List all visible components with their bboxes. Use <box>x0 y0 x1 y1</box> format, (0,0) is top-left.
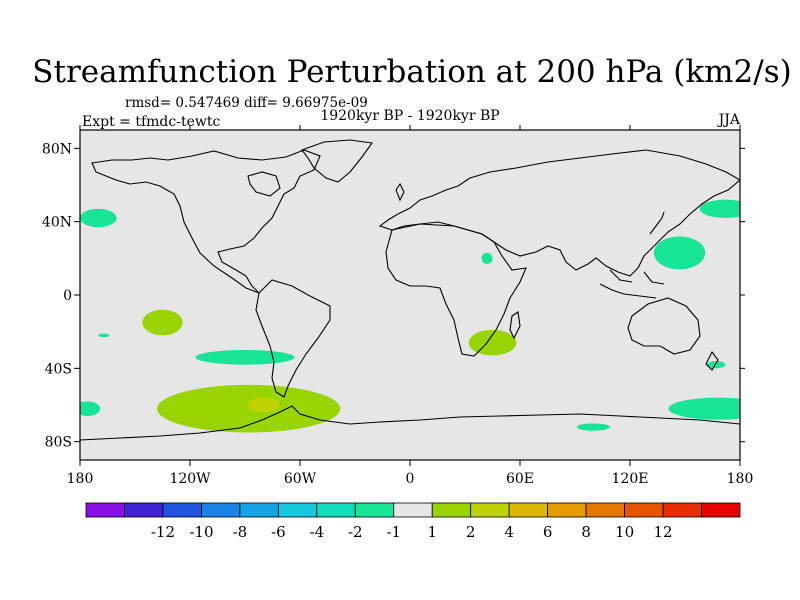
colorbar: -12 -10 -8 -6 -4 -2 -1 1 2 4 6 8 10 12 <box>85 502 741 541</box>
colorbar-swatch-3 <box>201 502 241 518</box>
stats-label: rmsd= 0.547469 diff= 9.66975e-09 <box>125 95 368 111</box>
colorbar-swatch-14 <box>624 502 664 518</box>
colorbar-label-12: 10 <box>615 523 634 541</box>
contour-region-6 <box>576 423 610 431</box>
season-label: JJA <box>717 112 741 128</box>
y-tick-label-0: 80N <box>42 141 72 157</box>
y-tick-label-2: 0 <box>63 288 72 304</box>
contour-region-10 <box>142 309 183 336</box>
colorbar-swatch-11 <box>508 502 549 518</box>
x-tick-label-1: 120W <box>169 471 211 487</box>
contour-region-5 <box>80 401 101 416</box>
coastline-antarctica <box>80 405 740 441</box>
contour-region-3 <box>195 350 295 365</box>
colorbar-swatch-12 <box>547 502 587 518</box>
contour-region-9 <box>481 252 493 264</box>
coastline-hudson-bay <box>247 171 281 197</box>
colorbar-label-3: -6 <box>271 523 286 541</box>
y-tick-label-3: 40S <box>45 361 72 377</box>
coastline-british-isles <box>395 182 405 202</box>
colorbar-label-1: -10 <box>189 523 213 541</box>
colorbar-swatch-0 <box>85 502 125 518</box>
coastline-indonesia <box>599 269 665 299</box>
x-tick-label-4: 60E <box>506 471 534 487</box>
x-tick-label-6: 180 <box>727 471 754 487</box>
coastline-north-america <box>91 149 321 294</box>
contour-region-0 <box>80 208 117 228</box>
coastline-australia <box>627 297 701 355</box>
period-label: 1920kyr BP - 1920kyr BP <box>320 108 499 124</box>
colorbar-swatch-8 <box>393 502 433 518</box>
coastline-new-zealand <box>705 350 719 371</box>
coastline-japan <box>649 211 665 235</box>
contour-region-2 <box>699 199 740 218</box>
contour-region-7 <box>707 361 726 369</box>
axis-ticks: 180 120W 60W 0 60E 120E 180 80N 40N 0 40S 80S <box>42 125 753 487</box>
colorbar-swatch-2 <box>162 502 202 518</box>
experiment-label: Expt = tfmdc-tewtc <box>82 114 220 130</box>
colorbar-label-0: -12 <box>151 523 175 541</box>
colorbar-swatch-7 <box>354 502 395 518</box>
x-tick-label-5: 120E <box>612 471 649 487</box>
colorbar-label-8: 2 <box>466 523 476 541</box>
coastline-africa <box>385 223 527 357</box>
contour-region-4 <box>668 397 740 420</box>
colorbar-label-5: -2 <box>348 523 363 541</box>
colorbar-label-11: 8 <box>581 523 591 541</box>
colorbar-swatch-4 <box>239 502 279 518</box>
colorbar-swatch-6 <box>316 502 356 518</box>
x-tick-label-0: 180 <box>67 471 94 487</box>
contour-region-12 <box>157 384 341 433</box>
colorbar-label-6: -1 <box>386 523 401 541</box>
colorbar-swatch-5 <box>277 502 318 518</box>
x-tick-label-3: 0 <box>406 471 415 487</box>
x-tick-label-2: 60W <box>284 471 317 487</box>
colorbar-label-9: 4 <box>504 523 514 541</box>
chart-title: Streamfunction Perturbation at 200 hPa (… <box>32 54 791 90</box>
contour-region-8 <box>98 333 110 338</box>
contour-region-11 <box>468 329 517 356</box>
y-tick-label-1: 40N <box>42 215 72 231</box>
contour-regions <box>80 199 740 433</box>
colorbar-swatch-13 <box>585 502 625 518</box>
contour-region-13 <box>246 397 280 413</box>
coastlines <box>80 139 740 441</box>
colorbar-swatch-16 <box>701 502 741 518</box>
colorbar-label-4: -4 <box>310 523 325 541</box>
contour-region-1 <box>653 236 706 270</box>
colorbar-label-7: 1 <box>427 523 437 541</box>
colorbar-label-10: 6 <box>543 523 553 541</box>
colorbar-label-13: 12 <box>654 523 673 541</box>
colorbar-swatch-9 <box>431 502 472 518</box>
colorbar-swatch-10 <box>470 502 510 518</box>
coastline-greenland <box>301 139 373 183</box>
y-tick-label-4: 80S <box>45 435 72 451</box>
coastline-madagascar <box>509 311 521 340</box>
colorbar-label-2: -8 <box>233 523 248 541</box>
coastline-south-america <box>255 279 331 398</box>
colorbar-swatch-1 <box>124 502 164 518</box>
colorbar-swatch-15 <box>662 502 702 518</box>
